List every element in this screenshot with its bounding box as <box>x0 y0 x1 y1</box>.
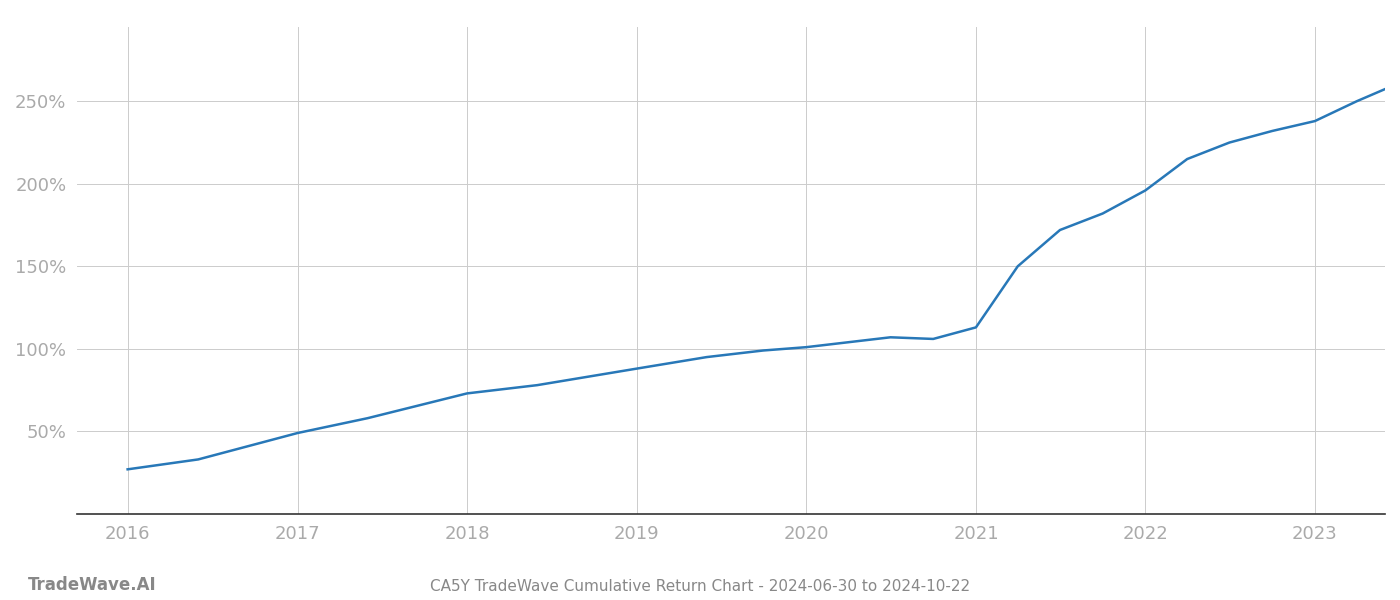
Text: CA5Y TradeWave Cumulative Return Chart - 2024-06-30 to 2024-10-22: CA5Y TradeWave Cumulative Return Chart -… <box>430 579 970 594</box>
Text: TradeWave.AI: TradeWave.AI <box>28 576 157 594</box>
